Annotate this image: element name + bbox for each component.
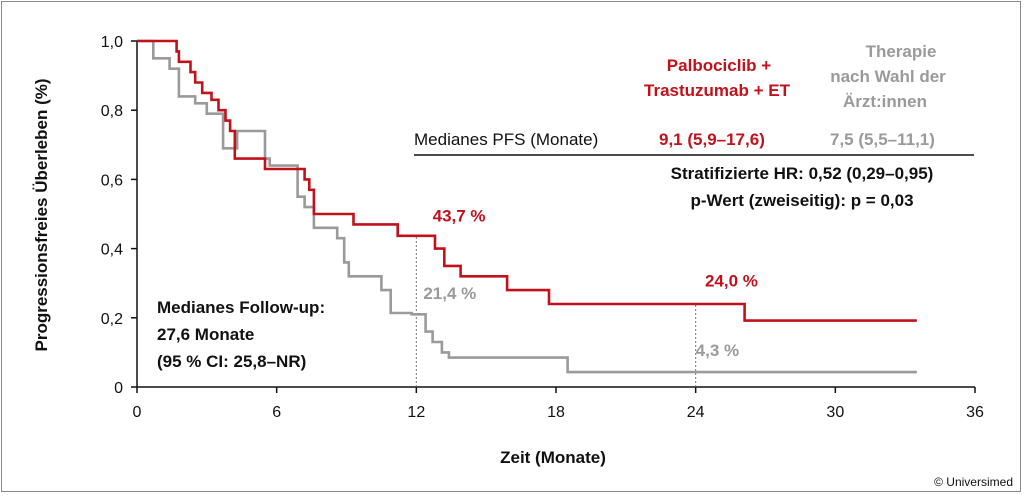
- survival-curve-therapie: [137, 39, 917, 374]
- y-tick-label: 0,2: [101, 311, 123, 328]
- legend-therapie-line1: Therapie: [866, 42, 937, 61]
- survival-curve-palbociclib: [137, 39, 917, 322]
- followup-box: Medianes Follow-up: 27,6 Monate (95 % CI…: [157, 298, 325, 371]
- p-value-text: p-Wert (zweiseitig): p = 0,03: [690, 191, 913, 210]
- y-axis-title: Progressionsfreies Überleben (%): [32, 78, 51, 351]
- y-tick-label: 1,0: [101, 34, 123, 51]
- y-tick-label: 0,8: [101, 103, 123, 120]
- x-tick-label: 18: [547, 404, 565, 421]
- y-tick-label: 0,6: [101, 172, 123, 189]
- annotation-label: 43,7 %: [433, 207, 486, 226]
- annotation-label: 4,3 %: [696, 341, 739, 360]
- hazard-ratio-text: Stratifizierte HR: 0,52 (0,29–0,95): [671, 164, 934, 183]
- pfs-label: Medianes PFS (Monate): [414, 130, 598, 149]
- pfs-table: Medianes PFS (Monate) 9,1 (5,9–17,6) 7,5…: [414, 130, 974, 210]
- pfs-palbociclib-value: 9,1 (5,9–17,6): [659, 130, 765, 149]
- followup-line1: Medianes Follow-up:: [157, 298, 325, 317]
- copyright-text: © Universimed: [934, 475, 1013, 489]
- x-tick-label: 0: [133, 404, 142, 421]
- legend-therapie-line2: nach Wahl der: [830, 67, 946, 86]
- followup-line2: 27,6 Monate: [157, 325, 254, 344]
- followup-line3: (95 % CI: 25,8–NR): [157, 352, 306, 371]
- legend-therapie-line3: Ärzt:innen: [843, 92, 927, 111]
- x-tick-label: 24: [687, 404, 705, 421]
- annotation-label: 24,0 %: [705, 272, 758, 291]
- reference-lines: [415, 235, 697, 387]
- legend: Palbociclib + Trastuzumab + ET Therapie …: [644, 42, 946, 111]
- legend-palbociclib-line1: Palbociclib +: [667, 56, 771, 75]
- x-tick-label: 6: [272, 404, 281, 421]
- x-axis-title: Zeit (Monate): [500, 448, 606, 467]
- y-tick-label: 0,4: [101, 242, 123, 259]
- pfs-therapie-value: 7,5 (5,5–11,1): [830, 130, 935, 149]
- legend-palbociclib-line2: Trastuzumab + ET: [644, 81, 791, 100]
- survival-curves: [137, 39, 917, 374]
- annotation-label: 21,4 %: [423, 284, 476, 303]
- x-tick-label: 30: [826, 404, 844, 421]
- y-tick-label: 0: [114, 380, 123, 397]
- curve-annotations: 43,7 % 21,4 % 24,0 % 4,3 %: [423, 207, 758, 360]
- ticks: 0 6 12 18 24 30 36 0 0,2 0,4 0,6 0,8 1,0: [101, 34, 984, 421]
- x-tick-label: 36: [966, 404, 984, 421]
- x-tick-label: 12: [407, 404, 425, 421]
